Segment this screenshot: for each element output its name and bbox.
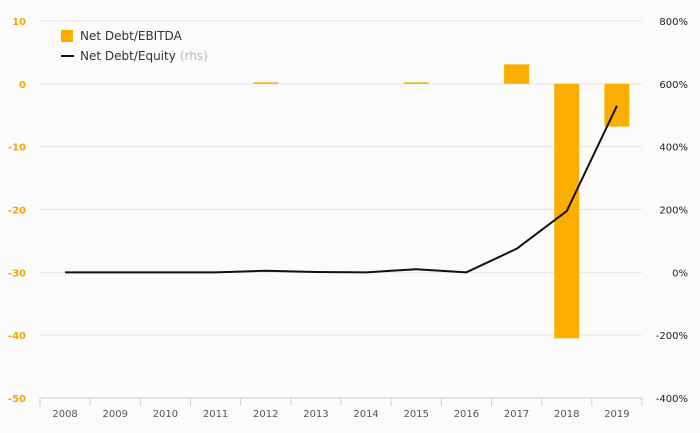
x-ticks: 2008 2009 2010 2011 2012 2013 2014 2015 2016 2017…	[39, 398, 643, 420]
y-right-tick-label: -400%	[656, 394, 688, 405]
y-left-tick-label: 10	[12, 17, 26, 28]
legend-label-net-debt-ebitda: Net Debt/EBITDA	[80, 29, 183, 43]
legend-label-net-debt-equity: Net Debt/Equity	[80, 49, 176, 63]
y-right-tick-label: 200%	[659, 206, 688, 217]
y-right-tick-label: 800%	[659, 17, 688, 28]
legend-swatch-net-debt-ebitda	[61, 30, 73, 42]
bar-series	[253, 64, 630, 339]
legend: Net Debt/EBITDA Net Debt/Equity (rhs)	[61, 29, 208, 63]
y-left-tick-label: -30	[8, 268, 26, 279]
grid-lines	[40, 20, 642, 336]
x-tick-label: 2014	[353, 409, 378, 420]
y-right-tick-label: -200%	[656, 331, 688, 342]
bar-2015	[403, 82, 429, 84]
y-right-tick-label: 600%	[659, 80, 688, 91]
line-series	[64, 105, 618, 274]
bar-2012	[253, 82, 279, 84]
y-axis-left: 10 0 -10 -20 -30 -40 -50	[8, 17, 26, 405]
y-left-tick-label: -20	[8, 206, 26, 217]
y-left-tick-label: 0	[19, 80, 26, 91]
x-tick-label: 2011	[203, 409, 228, 420]
bar-2017	[504, 64, 530, 84]
bar-2019	[604, 83, 630, 127]
x-tick-label: 2013	[303, 409, 328, 420]
y-axis-right: 800% 600% 400% 200% 0% -200% -400%	[656, 17, 688, 405]
x-tick-label: 2018	[554, 409, 579, 420]
y-right-tick-label: 0%	[672, 268, 688, 279]
y-left-tick-label: -10	[8, 143, 26, 154]
y-left-tick-label: -40	[8, 331, 26, 342]
legend-label-rhs: (rhs)	[180, 49, 208, 63]
x-tick-label: 2016	[454, 409, 479, 420]
x-tick-label: 2012	[253, 409, 278, 420]
x-tick-label: 2017	[504, 409, 529, 420]
svg-text:Net Debt/Equity(rhs): Net Debt/Equity (rhs)	[80, 49, 208, 63]
x-tick-label: 2009	[103, 409, 128, 420]
y-right-tick-label: 400%	[659, 143, 688, 154]
x-tick-label: 2019	[604, 409, 629, 420]
y-left-tick-label: -50	[8, 394, 26, 405]
x-tick-label: 2010	[153, 409, 178, 420]
x-tick-label: 2008	[52, 409, 77, 420]
x-tick-label: 2015	[404, 409, 429, 420]
net-debt-equity-line	[65, 105, 618, 274]
